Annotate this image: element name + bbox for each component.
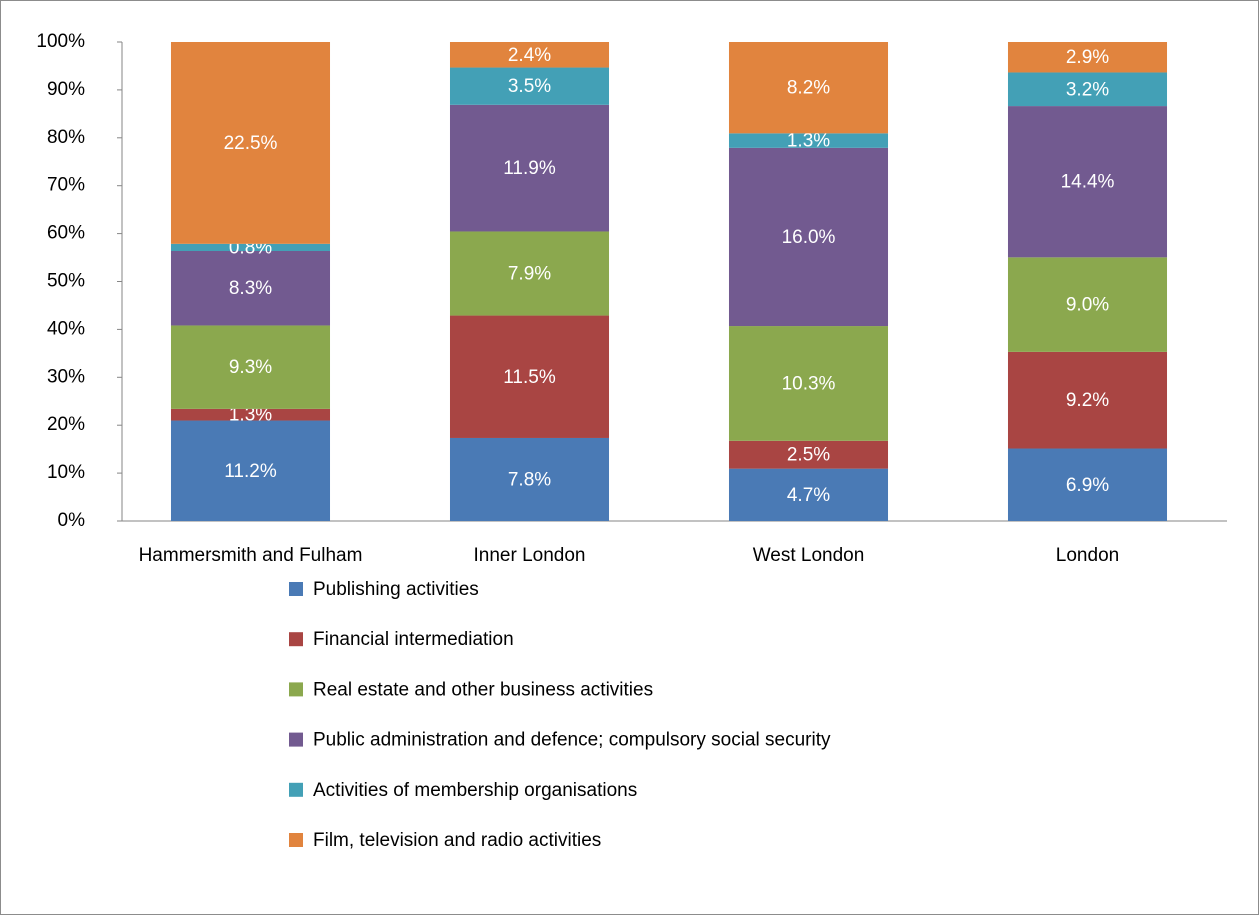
data-label: 7.8% (508, 470, 551, 491)
y-tick-label: 40% (47, 318, 85, 339)
data-label: 9.3% (229, 357, 272, 378)
data-label: 3.5% (508, 76, 551, 97)
bar-segment (728, 147, 889, 327)
bar-segment (728, 440, 889, 469)
x-tick-label: West London (752, 545, 865, 566)
legend-label: Real estate and other business activitie… (313, 679, 653, 700)
bar-segment (449, 104, 610, 232)
data-label: 7.9% (508, 264, 551, 285)
legend-label: Publishing activities (313, 579, 479, 600)
data-label: 1.3% (787, 131, 830, 152)
data-label: 4.7% (787, 485, 830, 506)
y-tick-label: 50% (47, 271, 85, 292)
data-label: 10.3% (782, 373, 836, 394)
bar-segment (1007, 351, 1168, 449)
bar-segment (728, 468, 889, 521)
data-label: 11.5% (503, 367, 556, 388)
legend-label: Film, television and radio activities (313, 830, 601, 851)
bar-segment (449, 42, 610, 68)
bar-segment (170, 42, 331, 244)
y-tick-label: 80% (47, 127, 85, 148)
legend-label: Financial intermediation (313, 629, 514, 650)
bar-segment (170, 325, 331, 409)
data-label: 9.2% (1066, 390, 1109, 411)
data-label: 6.9% (1066, 475, 1109, 496)
y-tick-label: 10% (47, 462, 85, 483)
bar-segment (170, 243, 331, 252)
data-label: 9.0% (1066, 295, 1109, 316)
bar-segment (170, 420, 331, 521)
data-label: 11.2% (224, 461, 277, 482)
legend-swatch (289, 782, 303, 797)
data-label: 2.9% (1066, 47, 1109, 68)
bar-segment (728, 326, 889, 441)
legend-swatch (289, 582, 303, 596)
x-tick-label: Hammersmith and Fulham (138, 545, 363, 566)
x-tick-label: Inner London (473, 545, 586, 566)
legend-label: Public administration and defence; compu… (313, 730, 831, 751)
bar-segment (449, 437, 610, 521)
data-label: 2.4% (508, 45, 551, 66)
legend-label: Activities of membership organisations (313, 780, 637, 801)
data-label: 11.9% (503, 158, 556, 179)
data-label: 14.4% (1061, 172, 1115, 193)
bar-segment (449, 67, 610, 105)
data-label: 2.5% (787, 445, 830, 466)
y-tick-label: 90% (47, 79, 85, 100)
bar-segment (170, 251, 331, 326)
y-tick-label: 70% (47, 175, 85, 196)
data-label: 1.3% (229, 405, 272, 426)
bar-segment (1007, 257, 1168, 352)
bar-segment (1007, 448, 1168, 521)
y-tick-label: 60% (47, 223, 85, 244)
bar-segment (1007, 106, 1168, 258)
legend-swatch (289, 682, 303, 697)
legend-swatch (289, 632, 303, 647)
y-tick-label: 0% (58, 510, 86, 531)
bar-segment (728, 133, 889, 148)
bar-segment (449, 231, 610, 316)
y-tick-label: 30% (47, 366, 85, 387)
legend-swatch (289, 833, 303, 847)
y-tick-label: 20% (47, 414, 85, 435)
data-label: 16.0% (782, 227, 836, 248)
y-tick-label: 100% (36, 31, 85, 52)
data-label: 22.5% (224, 133, 278, 154)
data-label: 8.2% (787, 78, 830, 99)
bar-segment (1007, 42, 1168, 73)
x-tick-label: London (1055, 545, 1120, 566)
bar-segment (1007, 72, 1168, 107)
bar-segment (728, 42, 889, 134)
legend-swatch (289, 732, 303, 747)
data-label: 3.2% (1066, 79, 1109, 100)
bar-segment (170, 408, 331, 421)
bar-segment (449, 315, 610, 438)
data-label: 8.3% (229, 278, 272, 299)
